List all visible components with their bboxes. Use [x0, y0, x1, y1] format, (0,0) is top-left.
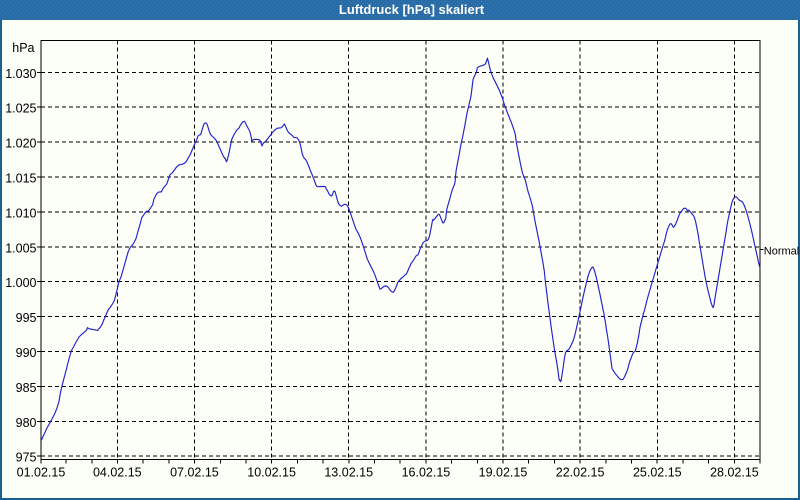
svg-text:16.02.15: 16.02.15 [402, 466, 451, 480]
svg-text:975: 975 [16, 451, 37, 465]
svg-text:990: 990 [16, 346, 37, 360]
svg-text:1.005: 1.005 [5, 241, 36, 255]
svg-text:985: 985 [16, 381, 37, 395]
svg-text:10.02.15: 10.02.15 [247, 466, 296, 480]
svg-text:1.025: 1.025 [5, 102, 36, 116]
svg-text:hPa: hPa [12, 41, 34, 55]
svg-text:995: 995 [16, 311, 37, 325]
svg-text:1.010: 1.010 [5, 206, 36, 220]
svg-text:1.015: 1.015 [5, 172, 36, 186]
svg-text:13.02.15: 13.02.15 [324, 466, 373, 480]
svg-text:01.02.15: 01.02.15 [17, 466, 66, 480]
svg-text:19.02.15: 19.02.15 [479, 466, 528, 480]
svg-text:980: 980 [16, 416, 37, 430]
svg-text:Normal: Normal [764, 245, 799, 257]
svg-text:1.000: 1.000 [5, 276, 36, 290]
svg-text:07.02.15: 07.02.15 [170, 466, 219, 480]
svg-text:25.02.15: 25.02.15 [633, 466, 682, 480]
svg-text:22.02.15: 22.02.15 [556, 466, 605, 480]
svg-text:28.02.15: 28.02.15 [710, 466, 759, 480]
svg-text:1.030: 1.030 [5, 67, 36, 81]
svg-text:1.020: 1.020 [5, 137, 36, 151]
svg-text:04.02.15: 04.02.15 [93, 466, 142, 480]
